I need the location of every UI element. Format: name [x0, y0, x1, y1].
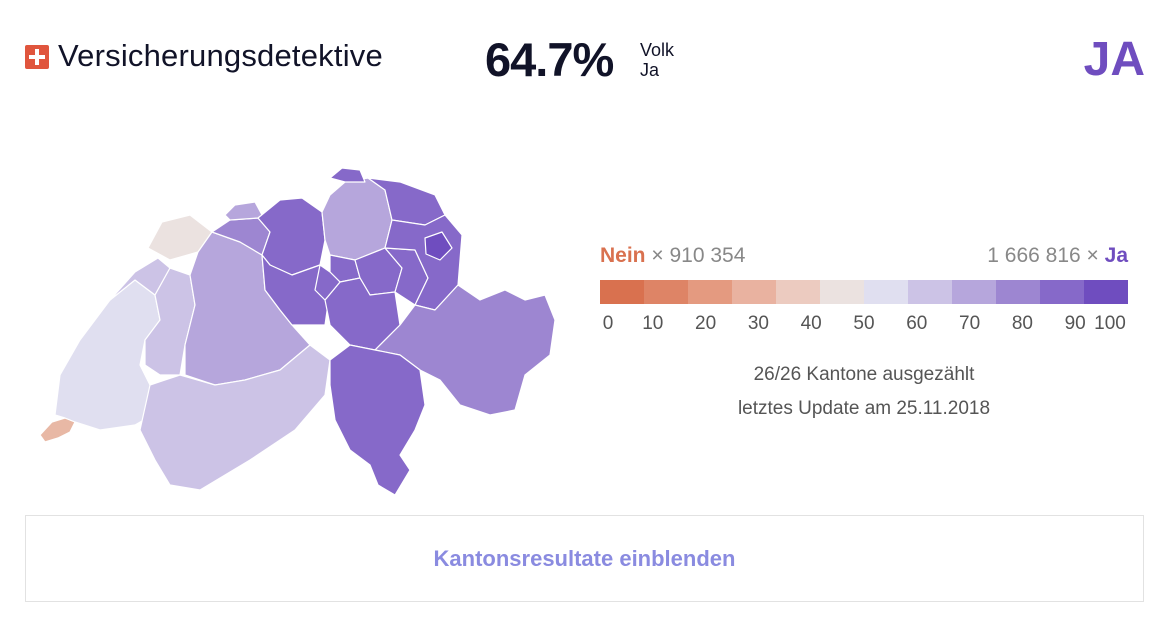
cantons-counted: 26/26 Kantone ausgezählt [753, 364, 975, 385]
color-scale-segment [1084, 280, 1128, 304]
color-scale [600, 280, 1128, 304]
color-scale-tick: 60 [906, 313, 928, 334]
color-scale-tick: 90 [1064, 313, 1086, 334]
color-scale-tick: 0 [602, 313, 614, 334]
vote-count-legend: Nein × 910 354 1 666 816 × Ja [600, 244, 1128, 272]
color-scale-tick: 40 [800, 313, 822, 334]
color-scale-tick: 100 [1094, 313, 1126, 334]
verdict-label: JA [1083, 33, 1145, 86]
color-scale-tick: 30 [747, 313, 769, 334]
switzerland-canton-map [39, 167, 556, 496]
color-scale-tick: 80 [1011, 313, 1033, 334]
color-scale-segment [996, 280, 1040, 304]
color-scale-tick: 50 [853, 313, 875, 334]
canton-ticino [329, 344, 426, 496]
nein-count-group: Nein × 910 354 [600, 244, 745, 268]
result-header: Versicherungsdetektive 64.7% Volk Ja JA [0, 0, 1170, 110]
color-scale-segment [644, 280, 688, 304]
canton-appenzell [424, 231, 453, 261]
color-scale-segment [908, 280, 952, 304]
ja-count-group: 1 666 816 × Ja [987, 244, 1128, 268]
color-scale-segment [688, 280, 732, 304]
color-scale-tick: 10 [642, 313, 664, 334]
color-scale-segment [776, 280, 820, 304]
last-update: letztes Update am 25.11.2018 [737, 398, 991, 419]
color-scale-segment [820, 280, 864, 304]
percentage-label-volk: Volk [640, 40, 675, 60]
color-scale-segment [864, 280, 908, 304]
color-scale-segment [952, 280, 996, 304]
canton-nidwalden [314, 264, 341, 301]
ja-count: 1 666 816 × [987, 244, 1099, 267]
canton-geneve [39, 417, 76, 443]
percentage-label-ja: Ja [640, 60, 660, 80]
color-scale-segment [1040, 280, 1084, 304]
color-scale-segment [732, 280, 776, 304]
ja-label: Ja [1104, 244, 1128, 267]
canton-basel [224, 201, 263, 221]
yes-percentage: 64.7% [485, 33, 614, 86]
show-canton-results-button[interactable]: Kantonsresultate einblenden [25, 515, 1144, 602]
count-status: 26/26 Kantone ausgezählt letztes Update … [600, 358, 1128, 426]
color-scale-segment [600, 280, 644, 304]
color-scale-tick: 20 [695, 313, 717, 334]
nein-label: Nein [600, 244, 646, 267]
canton-vaud [54, 279, 171, 431]
canton-valais [139, 344, 331, 491]
canton-zurich [321, 177, 393, 261]
nein-count: × 910 354 [651, 244, 746, 267]
color-scale-ticks: 0 10 20 30 40 50 60 70 80 90 100 [600, 313, 1128, 337]
color-scale-tick: 70 [959, 313, 981, 334]
swiss-flag-icon [25, 45, 49, 69]
vote-title: Versicherungsdetektive [58, 38, 383, 73]
canton-schaffhausen [329, 167, 366, 183]
percentage-label: Volk Ja [640, 40, 674, 80]
